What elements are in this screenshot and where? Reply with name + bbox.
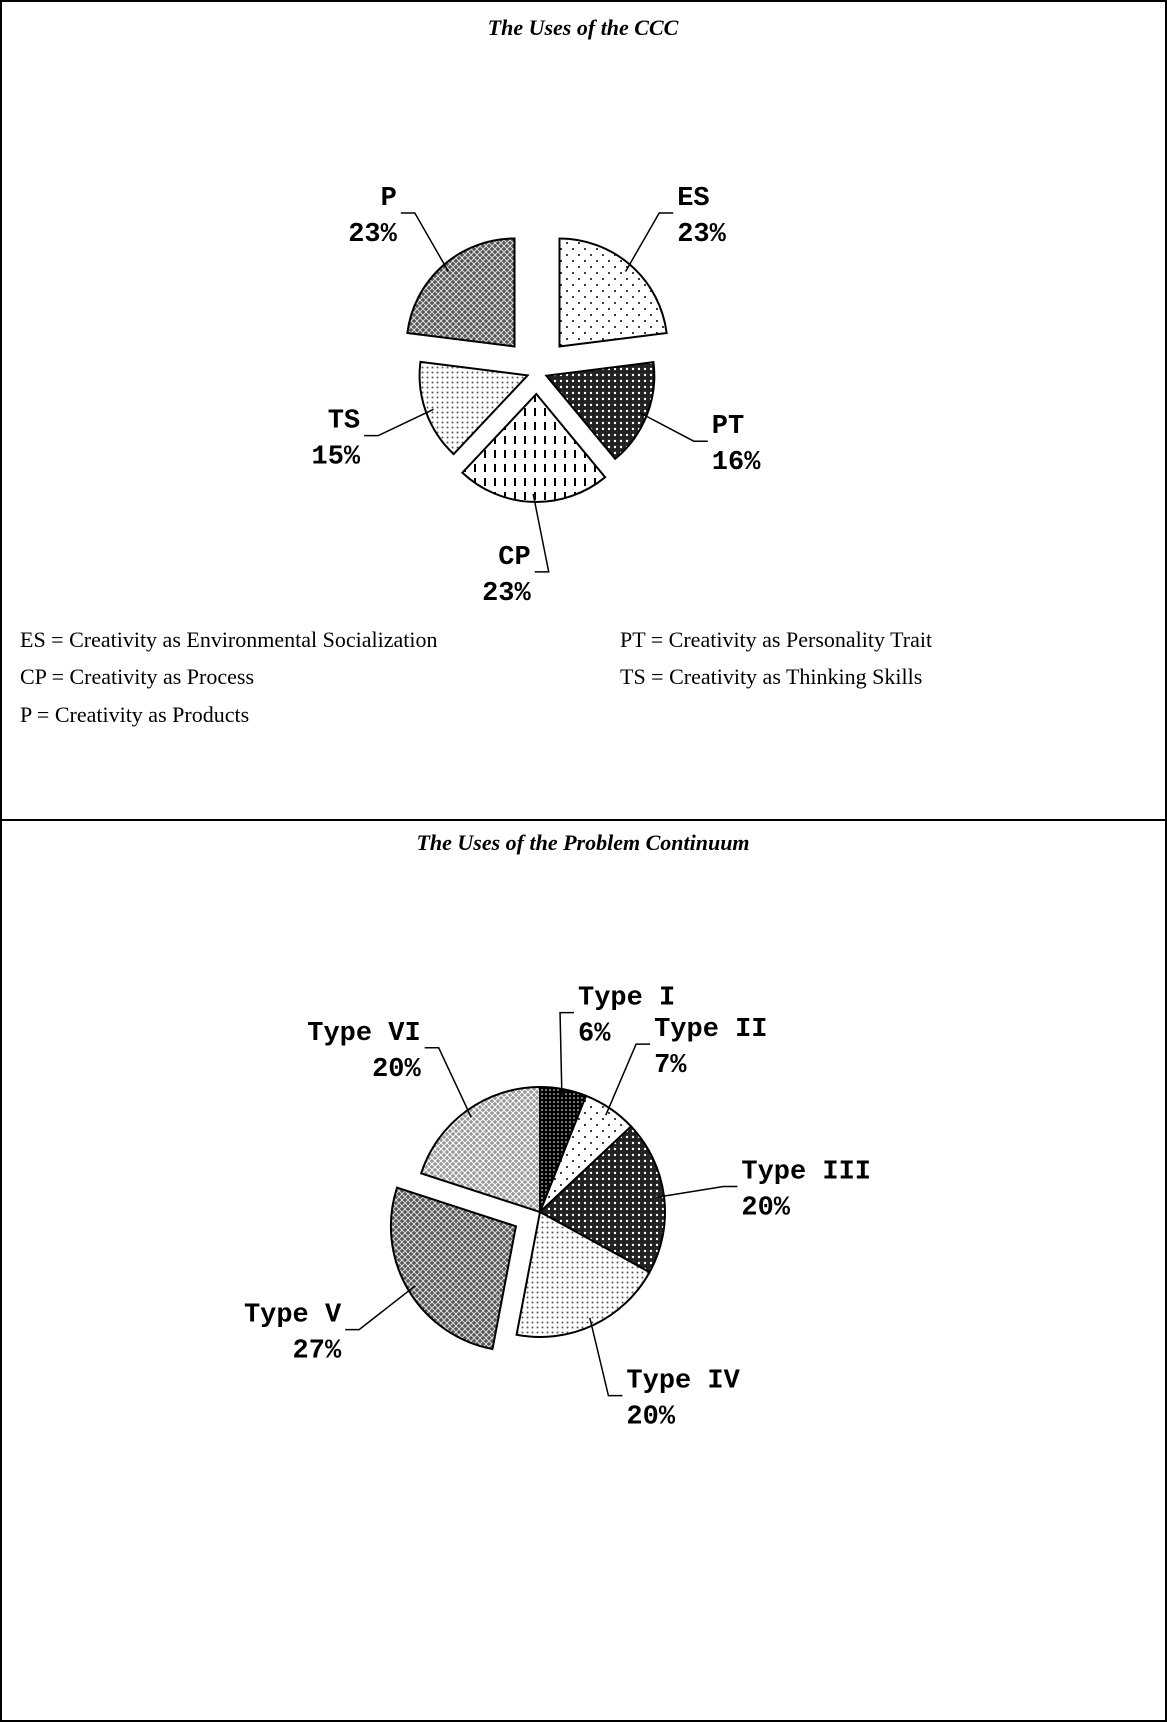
leader-line [400, 212, 450, 272]
chart-title: The Uses of the Problem Continuum [416, 830, 749, 855]
value-label: 20% [741, 1194, 790, 1224]
value-label: 23% [482, 579, 531, 609]
slice-label: Type IV [626, 1367, 740, 1397]
slice-label: Type I [578, 984, 675, 1014]
pie-slice [406, 237, 516, 348]
slice-label: Type II [654, 1015, 767, 1045]
value-label: 15% [312, 443, 361, 473]
legend-note: ES = Creativity as Environmental Sociali… [20, 627, 437, 652]
leader-line [589, 1317, 623, 1397]
pie-slice [558, 237, 668, 348]
slice-label: Type V [244, 1301, 342, 1331]
legend-note: CP = Creativity as Process [20, 664, 254, 689]
leader-line [624, 212, 674, 272]
chart-title: The Uses of the CCC [488, 15, 679, 40]
slice-label: CP [498, 543, 530, 573]
pie-slice [419, 1085, 541, 1214]
slice-label: P [381, 184, 397, 214]
legend-note: TS = Creativity as Thinking Skills [620, 664, 922, 689]
value-label: 20% [372, 1055, 421, 1085]
value-label: 27% [293, 1337, 342, 1367]
slice-label: ES [677, 184, 709, 214]
leader-line [655, 1185, 738, 1199]
pie-slice [389, 1186, 518, 1351]
leader-line [424, 1047, 472, 1118]
value-label: 16% [712, 448, 761, 478]
slice-label: Type VI [307, 1019, 420, 1049]
slice-label: TS [328, 407, 360, 437]
value-label: 23% [348, 220, 397, 250]
value-label: 6% [578, 1020, 611, 1050]
leader-line [605, 1043, 651, 1116]
leader-line [364, 408, 434, 437]
pie-slice [515, 1210, 651, 1338]
slice-label: Type III [741, 1158, 871, 1188]
pie-slice [418, 360, 530, 456]
leader-line [638, 411, 708, 442]
value-label: 23% [677, 220, 726, 250]
legend-note: PT = Creativity as Personality Trait [620, 627, 932, 652]
pie-slice [544, 361, 656, 461]
leader-line [559, 1011, 575, 1098]
slice-label: PT [712, 412, 744, 442]
value-label: 20% [626, 1403, 675, 1433]
leader-line [532, 493, 550, 573]
pie-slice [460, 392, 607, 503]
legend-note: P = Creativity as Products [20, 702, 249, 727]
leader-line [345, 1285, 416, 1331]
value-label: 7% [654, 1051, 687, 1081]
